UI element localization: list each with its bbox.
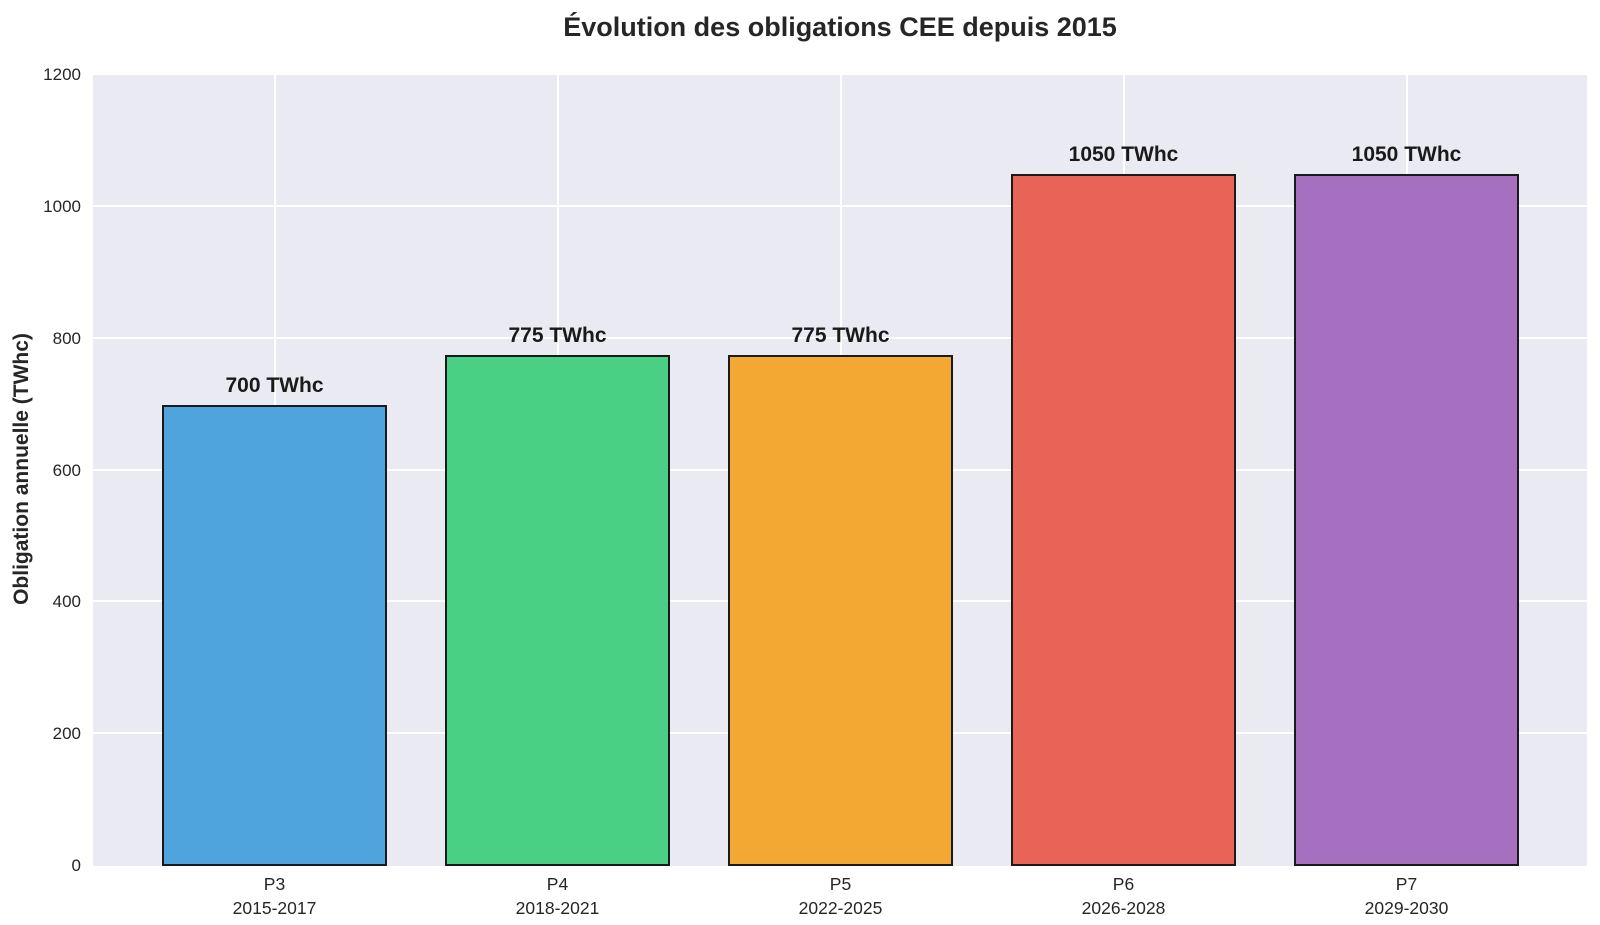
bar-value-label: 1050 TWhc (1351, 142, 1462, 166)
y-tick-label: 400 (52, 592, 81, 612)
chart-title: Évolution des obligations CEE depuis 201… (563, 12, 1117, 42)
x-tick-period: P7 (1395, 874, 1418, 894)
bar-value-label: 775 TWhc (508, 324, 607, 348)
x-tick-label-P5: P5 2022-2025 (692, 872, 990, 920)
bar-value-label: 1050 TWhc (1068, 142, 1179, 166)
x-tick-period: P3 (263, 874, 286, 894)
bar-P7 (1294, 173, 1519, 866)
bar-P6 (1011, 173, 1236, 866)
x-tick-label-P6: P6 2026-2028 (975, 872, 1273, 920)
x-tick-period: P4 (546, 874, 569, 894)
y-tick-label: 1000 (43, 196, 81, 216)
bar-value-label: 700 TWhc (225, 373, 324, 397)
x-tick-years: 2022-2025 (798, 898, 883, 918)
y-tick-label: 1200 (43, 65, 81, 84)
x-tick-label-P3: P3 2015-2017 (126, 872, 424, 920)
x-tick-years: 2026-2028 (1081, 898, 1166, 918)
bar-value-label: 775 TWhc (791, 324, 890, 348)
x-tick-years: 2029-2030 (1364, 898, 1449, 918)
x-tick-years: 2015-2017 (232, 898, 317, 918)
x-tick-period: P5 (829, 874, 852, 894)
x-tick-label-P4: P4 2018-2021 (409, 872, 707, 920)
bar-P5 (728, 355, 953, 866)
x-tick-years: 2018-2021 (515, 898, 600, 918)
y-tick-label: 200 (52, 724, 81, 744)
y-tick-label: 600 (52, 460, 81, 480)
y-tick-label: 800 (52, 328, 81, 348)
x-tick-period: P6 (1112, 874, 1135, 894)
y-tick-label: 0 (71, 856, 81, 875)
bar-P3 (162, 404, 387, 866)
bar-P4 (445, 355, 670, 866)
plot-area: 700 TWhc 775 TWhc 775 TWhc 1050 TWhc 1050 TW… (93, 75, 1587, 866)
x-tick-label-P7: P7 2029-2030 (1258, 872, 1556, 920)
